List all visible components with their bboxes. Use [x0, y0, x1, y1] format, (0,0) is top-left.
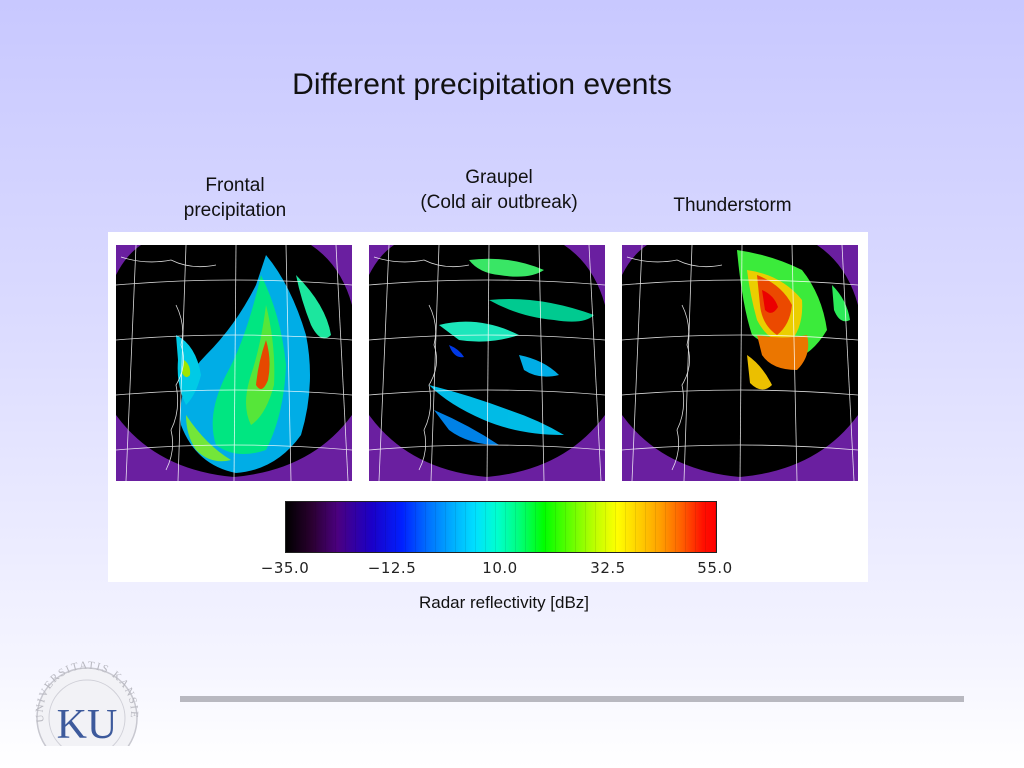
- graupel-label-line-1: Graupel: [465, 167, 533, 188]
- colorbar-tick: 55.0: [697, 559, 733, 577]
- colorbar-caption: Radar reflectivity [dBz]: [418, 593, 590, 612]
- graupel-label-line-2: (Cold air outbreak): [420, 192, 578, 213]
- graupel-label: Graupel (Cold air outbreak): [394, 165, 604, 215]
- thunderstorm-label-line-1: Thunderstorm: [673, 195, 792, 216]
- slide-title: Different precipitation events: [292, 68, 672, 101]
- radar-image-frontal: [116, 245, 352, 481]
- thunderstorm-label: Thunderstorm: [650, 193, 815, 218]
- frontal-label-line-1: Frontal: [205, 175, 265, 196]
- colorbar-segments: [286, 502, 716, 552]
- frontal-label: Frontal precipitation: [160, 173, 310, 223]
- ku-seal-logo: UNIVERSITATIS KANSIENSIS KU: [25, 651, 144, 768]
- footer-divider: [180, 696, 964, 702]
- colorbar-tick: −35.0: [260, 559, 310, 577]
- radar-image-thunderstorm: [622, 245, 858, 481]
- reflectivity-colorbar: [285, 501, 717, 553]
- colorbar-tick: 32.5: [590, 559, 626, 577]
- ku-logo-text: KU: [57, 702, 118, 746]
- colorbar-tick: −12.5: [367, 559, 417, 577]
- frontal-label-line-2: precipitation: [183, 200, 287, 221]
- colorbar-tick: 10.0: [482, 559, 518, 577]
- radar-figure: −35.0 −12.5 10.0 32.5 55.0: [108, 232, 868, 582]
- radar-image-graupel: [369, 245, 605, 481]
